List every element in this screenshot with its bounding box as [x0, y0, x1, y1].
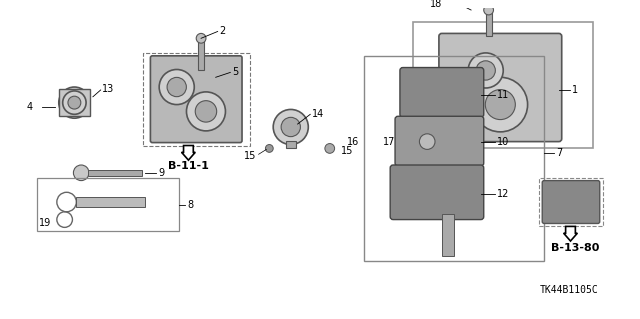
- Bar: [364, 56, 544, 261]
- Text: 9: 9: [158, 168, 164, 178]
- Text: 13: 13: [102, 84, 114, 94]
- Bar: [76, 197, 145, 207]
- Text: B-11-1: B-11-1: [168, 161, 209, 171]
- Circle shape: [74, 165, 89, 181]
- Text: 15: 15: [342, 146, 354, 156]
- Text: 8: 8: [188, 200, 193, 210]
- Circle shape: [195, 101, 217, 122]
- FancyArrow shape: [564, 226, 577, 241]
- Bar: [88, 170, 141, 176]
- Circle shape: [186, 92, 225, 131]
- Text: 4: 4: [26, 101, 33, 112]
- FancyBboxPatch shape: [395, 116, 484, 166]
- Bar: [413, 22, 593, 148]
- Circle shape: [419, 134, 435, 149]
- Circle shape: [476, 61, 495, 80]
- Circle shape: [325, 144, 335, 153]
- Text: 10: 10: [497, 137, 509, 147]
- FancyBboxPatch shape: [150, 56, 242, 143]
- Circle shape: [63, 91, 86, 114]
- FancyBboxPatch shape: [400, 68, 484, 117]
- Text: 14: 14: [312, 109, 324, 119]
- Circle shape: [196, 33, 206, 43]
- Bar: [486, 12, 492, 36]
- Text: 19: 19: [39, 219, 52, 228]
- Text: 12: 12: [497, 189, 510, 199]
- Text: 18: 18: [429, 0, 442, 9]
- FancyBboxPatch shape: [542, 181, 600, 224]
- Bar: [286, 141, 296, 148]
- Text: 1: 1: [572, 85, 579, 95]
- Text: 16: 16: [347, 137, 359, 147]
- Bar: [37, 178, 179, 231]
- FancyBboxPatch shape: [439, 33, 562, 142]
- Circle shape: [167, 78, 186, 97]
- Circle shape: [473, 77, 527, 132]
- FancyBboxPatch shape: [390, 165, 484, 219]
- Text: 11: 11: [497, 90, 509, 100]
- Bar: [59, 89, 90, 116]
- Text: 5: 5: [232, 67, 239, 78]
- Circle shape: [281, 117, 300, 137]
- Circle shape: [484, 5, 493, 15]
- Circle shape: [159, 70, 195, 105]
- Text: B-13-80: B-13-80: [551, 243, 600, 253]
- Circle shape: [468, 53, 503, 88]
- Text: 7: 7: [556, 148, 562, 158]
- Text: 17: 17: [383, 137, 396, 147]
- Bar: [143, 53, 250, 145]
- Text: TK44B1105C: TK44B1105C: [540, 285, 598, 295]
- Text: 15: 15: [244, 151, 257, 161]
- Circle shape: [68, 96, 81, 109]
- Circle shape: [66, 94, 83, 111]
- FancyArrow shape: [182, 145, 195, 160]
- Bar: [540, 178, 603, 226]
- Bar: [198, 41, 204, 70]
- Circle shape: [59, 87, 90, 118]
- Bar: [442, 214, 454, 256]
- Circle shape: [266, 145, 273, 152]
- Circle shape: [273, 109, 308, 145]
- Text: 2: 2: [220, 26, 226, 36]
- Circle shape: [485, 90, 515, 120]
